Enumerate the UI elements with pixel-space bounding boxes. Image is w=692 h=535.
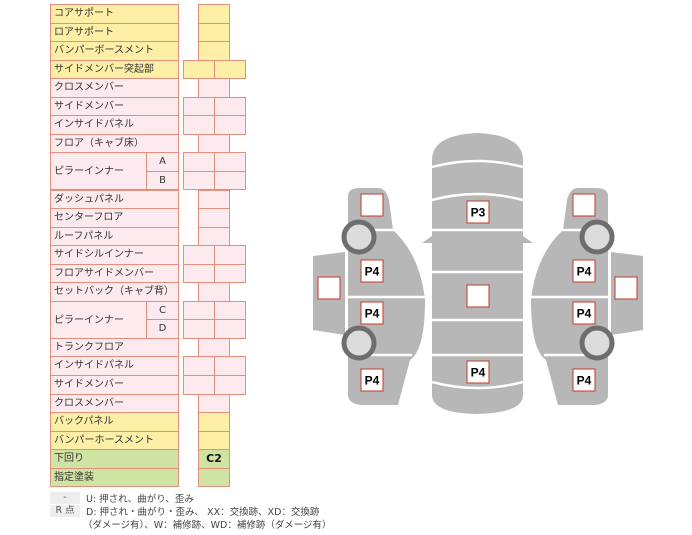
- tire-icon: [341, 219, 377, 255]
- legend-key: R 点: [50, 505, 80, 517]
- inspection-cell: [214, 263, 246, 284]
- car-top-view: [422, 133, 533, 414]
- legend-text: D: 押され・曲がり・歪み、 XX：交換跡、XD：交換跡: [86, 507, 320, 518]
- damage-marker[interactable]: P4: [360, 368, 384, 392]
- inspection-cell: [214, 59, 246, 80]
- inspection-cell: [214, 115, 246, 135]
- damage-marker[interactable]: [572, 193, 596, 217]
- damage-code: P4: [365, 265, 380, 279]
- damage-code: P4: [577, 307, 592, 321]
- legend-text: U: 押され、曲がり、歪み: [86, 494, 194, 505]
- tire-icon: [341, 325, 377, 361]
- center-body: [432, 133, 523, 414]
- inspection-cell: [214, 375, 246, 395]
- legend-text: （ダメージ有）、W：補修跡、WD：補修跡（ダメージ有）: [83, 520, 332, 531]
- damage-marker[interactable]: P4: [572, 301, 596, 325]
- damage-marker[interactable]: [317, 276, 341, 300]
- legend-key: -: [50, 492, 80, 504]
- damage-marker[interactable]: P4: [360, 259, 384, 283]
- damage-marker[interactable]: P4: [466, 360, 490, 384]
- row-label: 指定塗装: [50, 467, 179, 488]
- row-label: ピラーインナー: [50, 300, 147, 339]
- inspection-cell: [198, 467, 230, 488]
- damage-code: P4: [577, 265, 592, 279]
- inspection-cell: [214, 170, 246, 191]
- damage-code: P4: [577, 374, 592, 388]
- damage-marker[interactable]: P3: [466, 200, 490, 224]
- damage-marker[interactable]: P4: [572, 259, 596, 283]
- damage-code: P3: [471, 206, 486, 220]
- damage-code: P4: [471, 366, 486, 380]
- inspection-cell: [214, 319, 246, 339]
- damage-code: P4: [365, 307, 380, 321]
- damage-marker[interactable]: [360, 193, 384, 217]
- damage-marker[interactable]: [614, 276, 638, 300]
- row-label: ピラーインナー: [50, 152, 147, 191]
- damage-marker[interactable]: P4: [360, 301, 384, 325]
- inspection-cell: C2: [198, 449, 230, 469]
- damage-marker[interactable]: P4: [572, 368, 596, 392]
- damage-marker[interactable]: [466, 284, 490, 308]
- damage-code: P4: [365, 374, 380, 388]
